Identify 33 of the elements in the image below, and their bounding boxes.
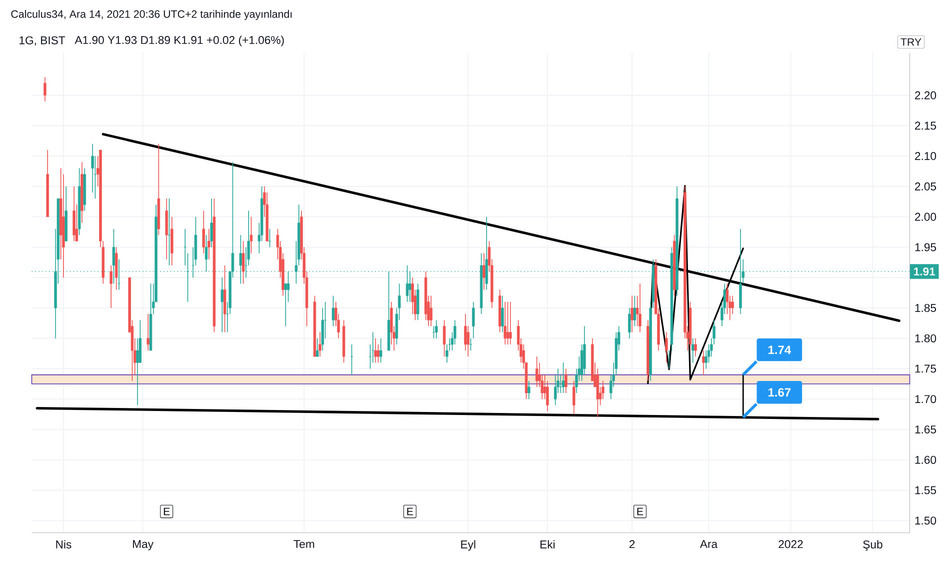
y-tick-label: 1.80 bbox=[915, 334, 936, 342]
chart-subtitle: A1.90 Y1.93 D1.89 K1.91 +0.02 (+1.06%) bbox=[74, 36, 284, 46]
annotation: E bbox=[637, 508, 644, 516]
y-tick-label: 2.00 bbox=[915, 212, 936, 221]
x-tick-label: Eki bbox=[540, 540, 555, 548]
y-tick-label: 1.70 bbox=[915, 395, 936, 404]
y-tick-label: 1.85 bbox=[915, 304, 936, 312]
x-tick-label: 2022 bbox=[778, 540, 803, 548]
text: Calculus34, Ara 14, 2021 20:36 UTC+2 tarihinde yayınlandı bbox=[11, 10, 292, 20]
annotation: 1.67 bbox=[768, 388, 791, 397]
y-tick-label: 1.65 bbox=[915, 425, 936, 434]
ref-line-label: 1.91 bbox=[914, 267, 936, 276]
annotation: E bbox=[164, 508, 170, 516]
y-tick-label: 1.50 bbox=[915, 516, 936, 525]
y-tick-label: 1.60 bbox=[915, 456, 936, 464]
y-tick-label: 2.20 bbox=[915, 91, 936, 100]
x-tick-label: Tem bbox=[294, 540, 314, 548]
y-tick-label: 1.55 bbox=[915, 486, 936, 494]
x-tick-label: May bbox=[133, 540, 154, 550]
x-tick-label: Ara bbox=[700, 540, 718, 548]
text: TRY bbox=[900, 38, 922, 46]
x-tick-label: Eyl bbox=[461, 540, 476, 551]
annotation: E bbox=[407, 508, 414, 516]
y-tick-label: 1.95 bbox=[915, 243, 936, 252]
x-tick-label: Şub bbox=[863, 540, 882, 551]
y-tick-label: 2.05 bbox=[915, 182, 936, 190]
x-tick-label: 2 bbox=[629, 540, 635, 548]
y-tick-label: 2.15 bbox=[915, 122, 936, 130]
annotation: 1.74 bbox=[768, 346, 792, 354]
x-tick-label: Nis bbox=[56, 540, 72, 548]
chart-title: 1G, BIST bbox=[20, 36, 66, 46]
y-tick-label: 2.10 bbox=[915, 152, 936, 160]
y-tick-label: 1.75 bbox=[915, 364, 936, 373]
